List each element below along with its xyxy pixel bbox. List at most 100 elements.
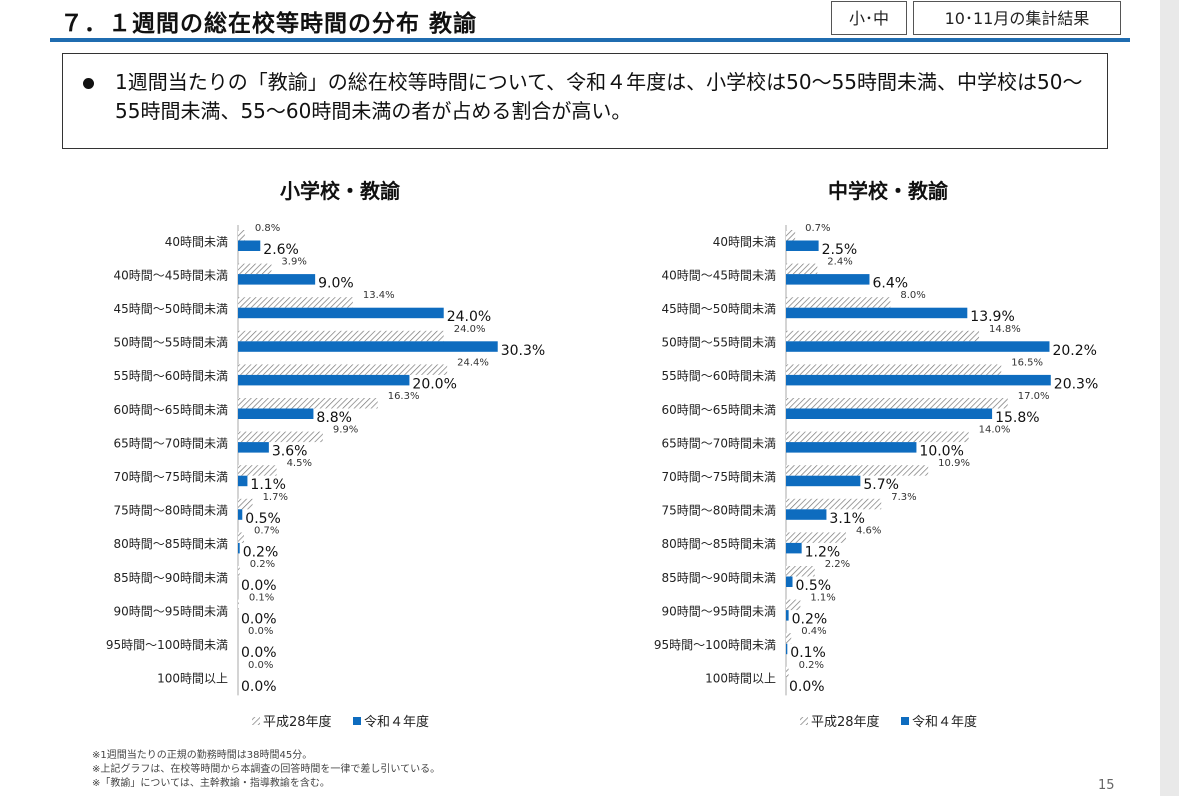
data-label-r4: 8.8% (316, 410, 352, 426)
category-label: 100時間以上 (157, 672, 228, 686)
data-label-h28: 0.8% (255, 223, 280, 234)
legend-swatch-r4 (901, 717, 909, 725)
data-label-h28: 16.3% (388, 391, 420, 402)
bar-r4 (786, 274, 870, 285)
data-label-r4: 1.2% (805, 544, 841, 560)
bar-h28 (786, 633, 792, 644)
chart-title: 小学校・教諭 (280, 179, 401, 203)
data-label-r4: 0.1% (790, 645, 826, 661)
bar-h28 (786, 498, 882, 510)
category-label: 60時間～65時間未満 (661, 403, 776, 417)
data-label-r4: 0.0% (241, 612, 277, 628)
bar-h28 (786, 566, 815, 577)
bar-r4 (238, 274, 316, 285)
data-label-h28: 0.0% (248, 626, 273, 637)
bar-r4 (786, 643, 788, 655)
bar-h28 (238, 465, 277, 476)
category-label: 45時間～50時間未満 (661, 302, 776, 316)
category-label: 75時間～80時間未満 (661, 504, 776, 518)
bar-r4 (238, 475, 248, 487)
data-label-h28: 0.0% (248, 660, 273, 671)
bar-h28 (238, 398, 378, 409)
data-label-h28: 0.7% (254, 525, 279, 536)
bar-r4 (238, 341, 498, 352)
chart-elementary-svg: 小学校・教諭 40時間未満 0.8% 2.6% 40時間～45時間未満 3.9% 9.0% 4… (106, 179, 545, 730)
data-label-r4: 0.0% (241, 679, 277, 695)
bar-h28 (786, 330, 980, 342)
data-label-r4: 0.5% (245, 511, 281, 527)
data-label-h28: 0.2% (799, 660, 824, 671)
data-label-r4: 15.8% (995, 410, 1039, 426)
data-label-h28: 4.5% (287, 458, 312, 469)
bar-h28 (786, 297, 891, 308)
bar-h28 (238, 498, 253, 510)
bar-r4 (238, 307, 444, 319)
bar-h28 (786, 431, 969, 443)
category-label: 70時間～75時間未満 (113, 470, 228, 484)
bar-r4 (786, 475, 861, 487)
bar-h28 (238, 230, 245, 241)
data-label-r4: 5.7% (863, 477, 899, 493)
category-label: 55時間～60時間未満 (661, 369, 776, 383)
data-label-h28: 14.8% (989, 324, 1021, 335)
data-label-r4: 0.0% (241, 578, 277, 594)
category-label: 80時間～85時間未満 (661, 537, 776, 551)
data-label-r4: 2.6% (263, 242, 299, 258)
bar-r4 (786, 442, 917, 453)
category-label: 90時間～95時間未満 (661, 604, 776, 618)
bar-h28 (238, 532, 244, 543)
data-label-r4: 30.3% (501, 343, 545, 359)
bar-h28 (238, 599, 239, 611)
footnote-2: ※上記グラフは、在校等時間から本調査の回答時間を一律で差し引いている。 (92, 764, 441, 775)
bar-h28 (238, 330, 444, 342)
data-label-r4: 20.3% (1054, 376, 1098, 392)
data-label-h28: 2.2% (825, 559, 850, 570)
bar-h28 (238, 431, 323, 443)
category-label: 40時間～45時間未満 (113, 268, 228, 282)
data-label-h28: 14.0% (979, 425, 1011, 436)
bar-r4 (238, 542, 240, 554)
category-label: 100時間以上 (705, 672, 776, 686)
data-label-h28: 0.2% (250, 559, 275, 570)
footnote-3: ※「教諭」については、主幹教諭・指導教諭を含む。 (92, 778, 330, 789)
data-label-r4: 10.0% (919, 444, 963, 460)
chart-elementary: 小学校・教諭 40時間未満 0.8% 2.6% 40時間～45時間未満 3.9% 9.0% 4… (0, 168, 560, 738)
chart-title: 中学校・教諭 (828, 179, 949, 203)
category-label: 55時間～60時間未満 (113, 369, 228, 383)
data-label-h28: 17.0% (1018, 391, 1050, 402)
summary-box: 1週間当たりの「教諭」の総在校等時間について、令和４年度は、小学校は50～55時… (62, 53, 1108, 149)
bar-h28 (786, 532, 846, 543)
legend-label-h28: 平成28年度 (263, 714, 332, 730)
bar-r4 (786, 610, 789, 621)
bullet-icon (83, 78, 94, 89)
data-label-h28: 9.9% (333, 425, 358, 436)
bar-h28 (238, 364, 448, 375)
data-label-h28: 3.9% (281, 257, 306, 268)
bar-h28 (238, 566, 240, 577)
data-label-h28: 16.5% (1011, 357, 1043, 368)
bar-r4 (786, 374, 1051, 386)
legend-swatch-h28 (800, 717, 808, 725)
category-label: 90時間～95時間未満 (113, 604, 228, 618)
bar-h28 (786, 263, 818, 275)
category-label: 65時間～70時間未満 (113, 436, 228, 450)
data-label-r4: 0.0% (241, 645, 277, 661)
period-tag: 10･11月の集計結果 (913, 1, 1121, 35)
bar-r4 (786, 542, 802, 554)
legend-swatch-h28 (252, 717, 260, 725)
data-label-h28: 8.0% (900, 290, 925, 301)
bar-h28 (238, 263, 272, 275)
bar-r4 (786, 509, 827, 520)
data-label-r4: 3.1% (829, 511, 865, 527)
bar-r4 (238, 240, 261, 251)
chart-junior-high-svg: 中学校・教諭 40時間未満 0.7% 2.5% 40時間～45時間未満 2.4% 6.4% 4… (654, 179, 1098, 730)
data-label-h28: 2.4% (827, 257, 852, 268)
data-label-r4: 3.6% (272, 444, 308, 460)
footnote-1: ※1週間当たりの正規の勤務時間は38時間45分。 (92, 750, 313, 761)
data-label-h28: 10.9% (938, 458, 970, 469)
category-label: 85時間～90時間未満 (661, 571, 776, 585)
data-label-h28: 24.0% (454, 324, 486, 335)
data-label-h28: 0.4% (801, 626, 826, 637)
legend-label-r4: 令和４年度 (912, 714, 977, 730)
